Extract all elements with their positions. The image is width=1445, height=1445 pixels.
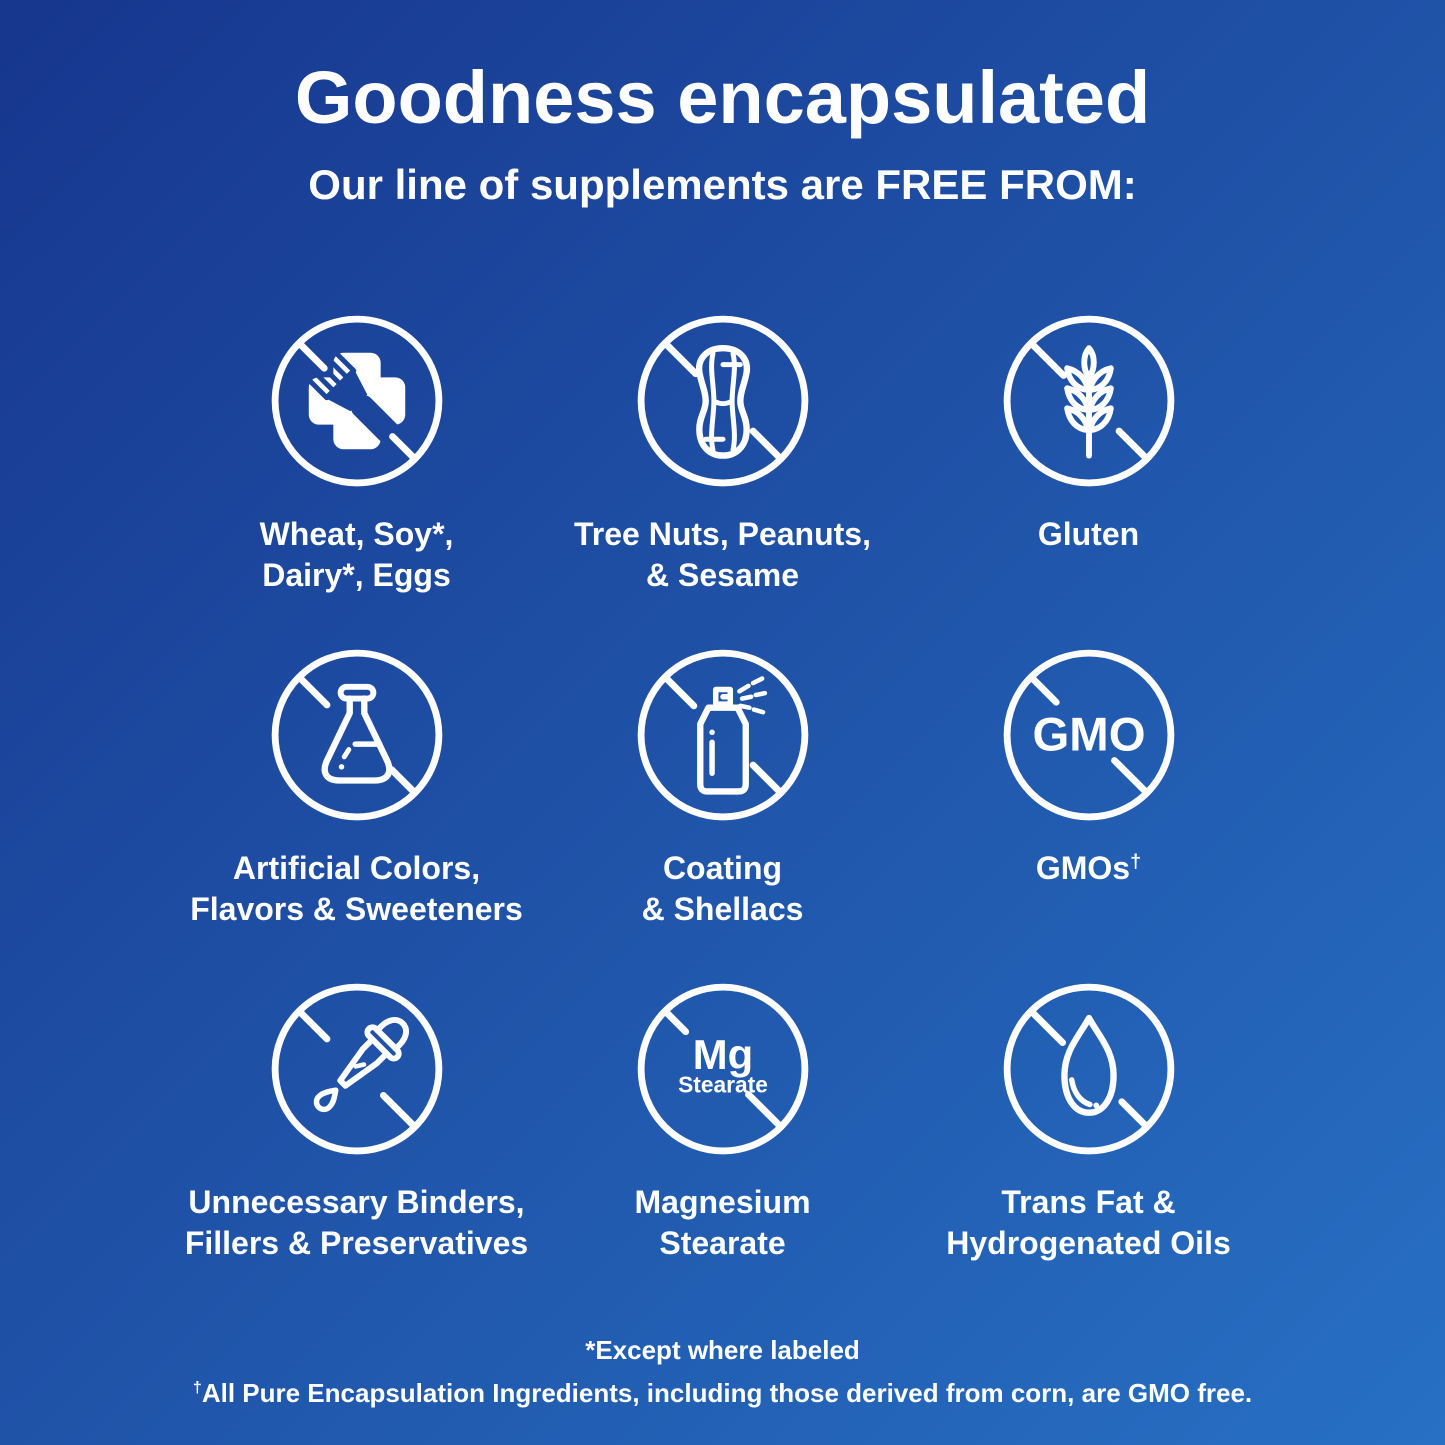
svg-text:Stearate: Stearate [678,1072,768,1098]
no-mg-stearate-icon: Mg Stearate [637,984,808,1155]
item-label: Tree Nuts, Peanuts, & Sesame [574,516,871,594]
grid-item-binders-fillers-preservatives: Unnecessary Binders, Fillers & Preservat… [174,978,540,1312]
item-label: GMOs† [1035,850,1142,887]
item-label: Magnesium Stearate [634,1184,811,1262]
no-water-droplet-icon [1003,984,1174,1155]
svg-text:GMO: GMO [1032,709,1145,762]
page-title: Goodness encapsulated [294,56,1151,139]
no-medical-cross-fork-icon [265,310,448,493]
grid-item-coating-shellacs: Coating & Shellacs [540,644,906,978]
svg-text:Mg: Mg [692,1031,752,1078]
no-peanut-icon [637,316,808,487]
item-label: Coating & Shellacs [641,850,804,928]
no-wheat-gluten-icon [1003,316,1174,487]
free-from-grid: Wheat, Soy*, Dairy*, Eggs Tree [0,310,1445,1312]
item-label: Wheat, Soy*, Dairy*, Eggs [259,516,454,594]
grid-item-magnesium-stearate: Mg Stearate Magnesium Stearate [540,978,906,1312]
page-subtitle: Our line of supplements are FREE FROM: [308,161,1137,209]
no-gmo-icon: GMO [1003,650,1174,821]
no-spray-can-icon [637,650,808,821]
footnote-except-where-labeled: *Except where labeled [585,1335,860,1366]
footnotes: *Except where labeled †All Pure Encapsul… [0,1329,1445,1445]
grid-item-tree-nuts-peanuts-sesame: Tree Nuts, Peanuts, & Sesame [540,310,906,644]
grid-item-gmos: GMO GMOs† [906,644,1272,978]
item-label: Unnecessary Binders, Fillers & Preservat… [184,1184,529,1262]
grid-item-trans-fat-hydrogenated-oils: Trans Fat & Hydrogenated Oils [906,978,1272,1312]
footnote-gmo-free: †All Pure Encapsulation Ingredients, inc… [192,1378,1253,1409]
no-chemistry-flask-icon [271,650,442,821]
grid-item-wheat-soy-dairy-eggs: Wheat, Soy*, Dairy*, Eggs [174,310,540,644]
grid-item-gluten: Gluten [906,310,1272,644]
item-label: Artificial Colors, Flavors & Sweeteners [190,850,523,928]
no-dropper-icon [271,984,442,1155]
item-label: Trans Fat & Hydrogenated Oils [946,1184,1231,1262]
item-label: Gluten [1037,516,1140,553]
grid-item-artificial-colors: Artificial Colors, Flavors & Sweeteners [174,644,540,978]
